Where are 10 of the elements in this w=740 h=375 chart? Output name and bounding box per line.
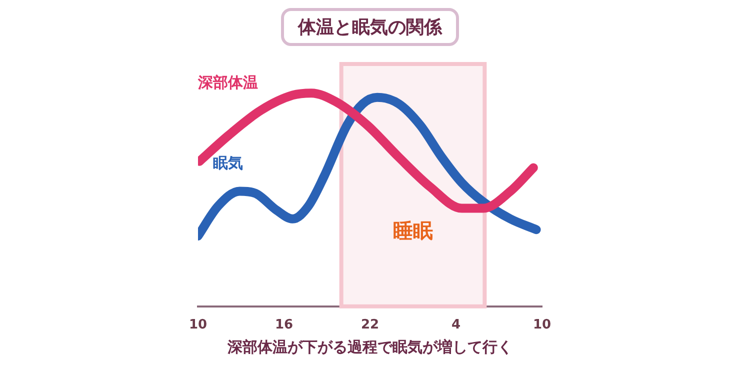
x-tick-label: 10 [188,318,208,333]
series-label: 深部体温 [197,74,258,92]
x-axis-title: 深部体温が下がる過程で眠気が増して行く [226,338,514,357]
band-label: 睡眠 [393,218,433,242]
chart-title: 体温と眠気の関係 [281,8,459,46]
x-tick-label: 10 [532,318,552,333]
x-tick-label: 22 [360,318,380,333]
x-tick-label: 16 [274,318,294,333]
series-label: 眠気 [213,154,244,172]
x-tick-label: 4 [451,318,461,333]
